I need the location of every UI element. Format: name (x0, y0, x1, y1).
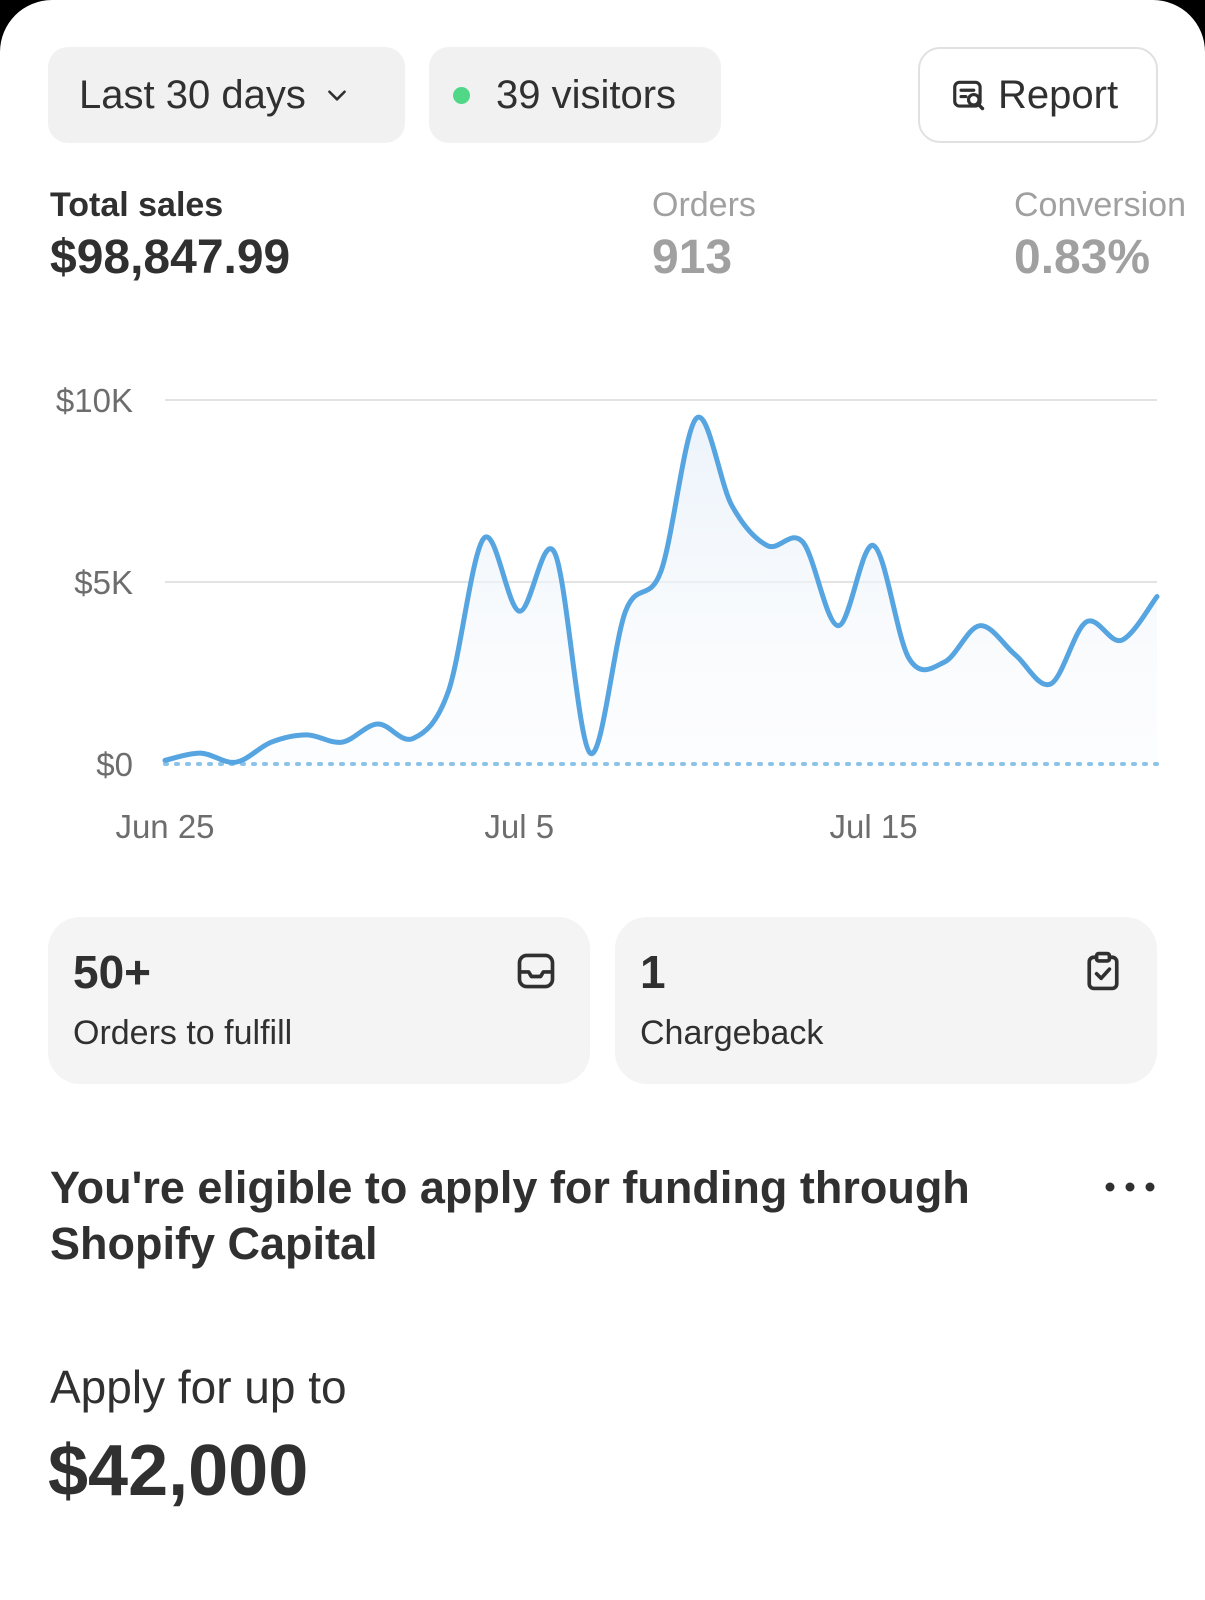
y-tick-label: $5K (74, 564, 133, 601)
sales-area-fill (165, 417, 1157, 764)
orders-label[interactable]: Orders (652, 186, 756, 225)
sales-chart: $10K $5K $0 Jun 25 Jul 5 Jul 15 (0, 360, 1205, 870)
orders-to-fulfill-tile[interactable]: 50+ Orders to fulfill (48, 917, 590, 1084)
x-tick-label: Jul 5 (484, 808, 554, 845)
conversion-value[interactable]: 0.83% (1014, 230, 1150, 285)
apply-amount: $42,000 (48, 1430, 308, 1512)
orders-to-fulfill-count: 50+ (73, 945, 151, 999)
total-sales-value: $98,847.99 (50, 230, 290, 285)
clipboard-check-icon (1081, 949, 1125, 993)
chargeback-label: Chargeback (640, 1014, 823, 1053)
chevron-down-icon (324, 82, 350, 108)
more-options-icon[interactable] (1102, 1172, 1158, 1202)
date-range-selector[interactable]: Last 30 days (48, 47, 405, 143)
chargeback-count: 1 (640, 945, 666, 999)
x-tick-label: Jun 25 (115, 808, 214, 845)
inbox-icon (514, 949, 558, 993)
report-button[interactable]: Report (918, 47, 1158, 143)
report-icon (950, 76, 988, 114)
conversion-label[interactable]: Conversion (1014, 186, 1186, 225)
report-label: Report (998, 73, 1118, 118)
orders-to-fulfill-label: Orders to fulfill (73, 1014, 292, 1053)
y-tick-label: $10K (56, 382, 133, 419)
apply-label: Apply for up to (50, 1360, 347, 1414)
live-status-dot (453, 87, 470, 104)
y-tick-label: $0 (96, 746, 133, 783)
chargeback-tile[interactable]: 1 Chargeback (615, 917, 1157, 1084)
total-sales-label: Total sales (50, 186, 223, 225)
orders-value[interactable]: 913 (652, 230, 732, 285)
funding-title: You're eligible to apply for funding thr… (50, 1160, 1050, 1272)
x-tick-label: Jul 15 (830, 808, 918, 845)
live-visitors-pill[interactable]: 39 visitors (429, 47, 721, 143)
date-range-label: Last 30 days (79, 73, 306, 118)
visitors-label: 39 visitors (496, 73, 676, 118)
